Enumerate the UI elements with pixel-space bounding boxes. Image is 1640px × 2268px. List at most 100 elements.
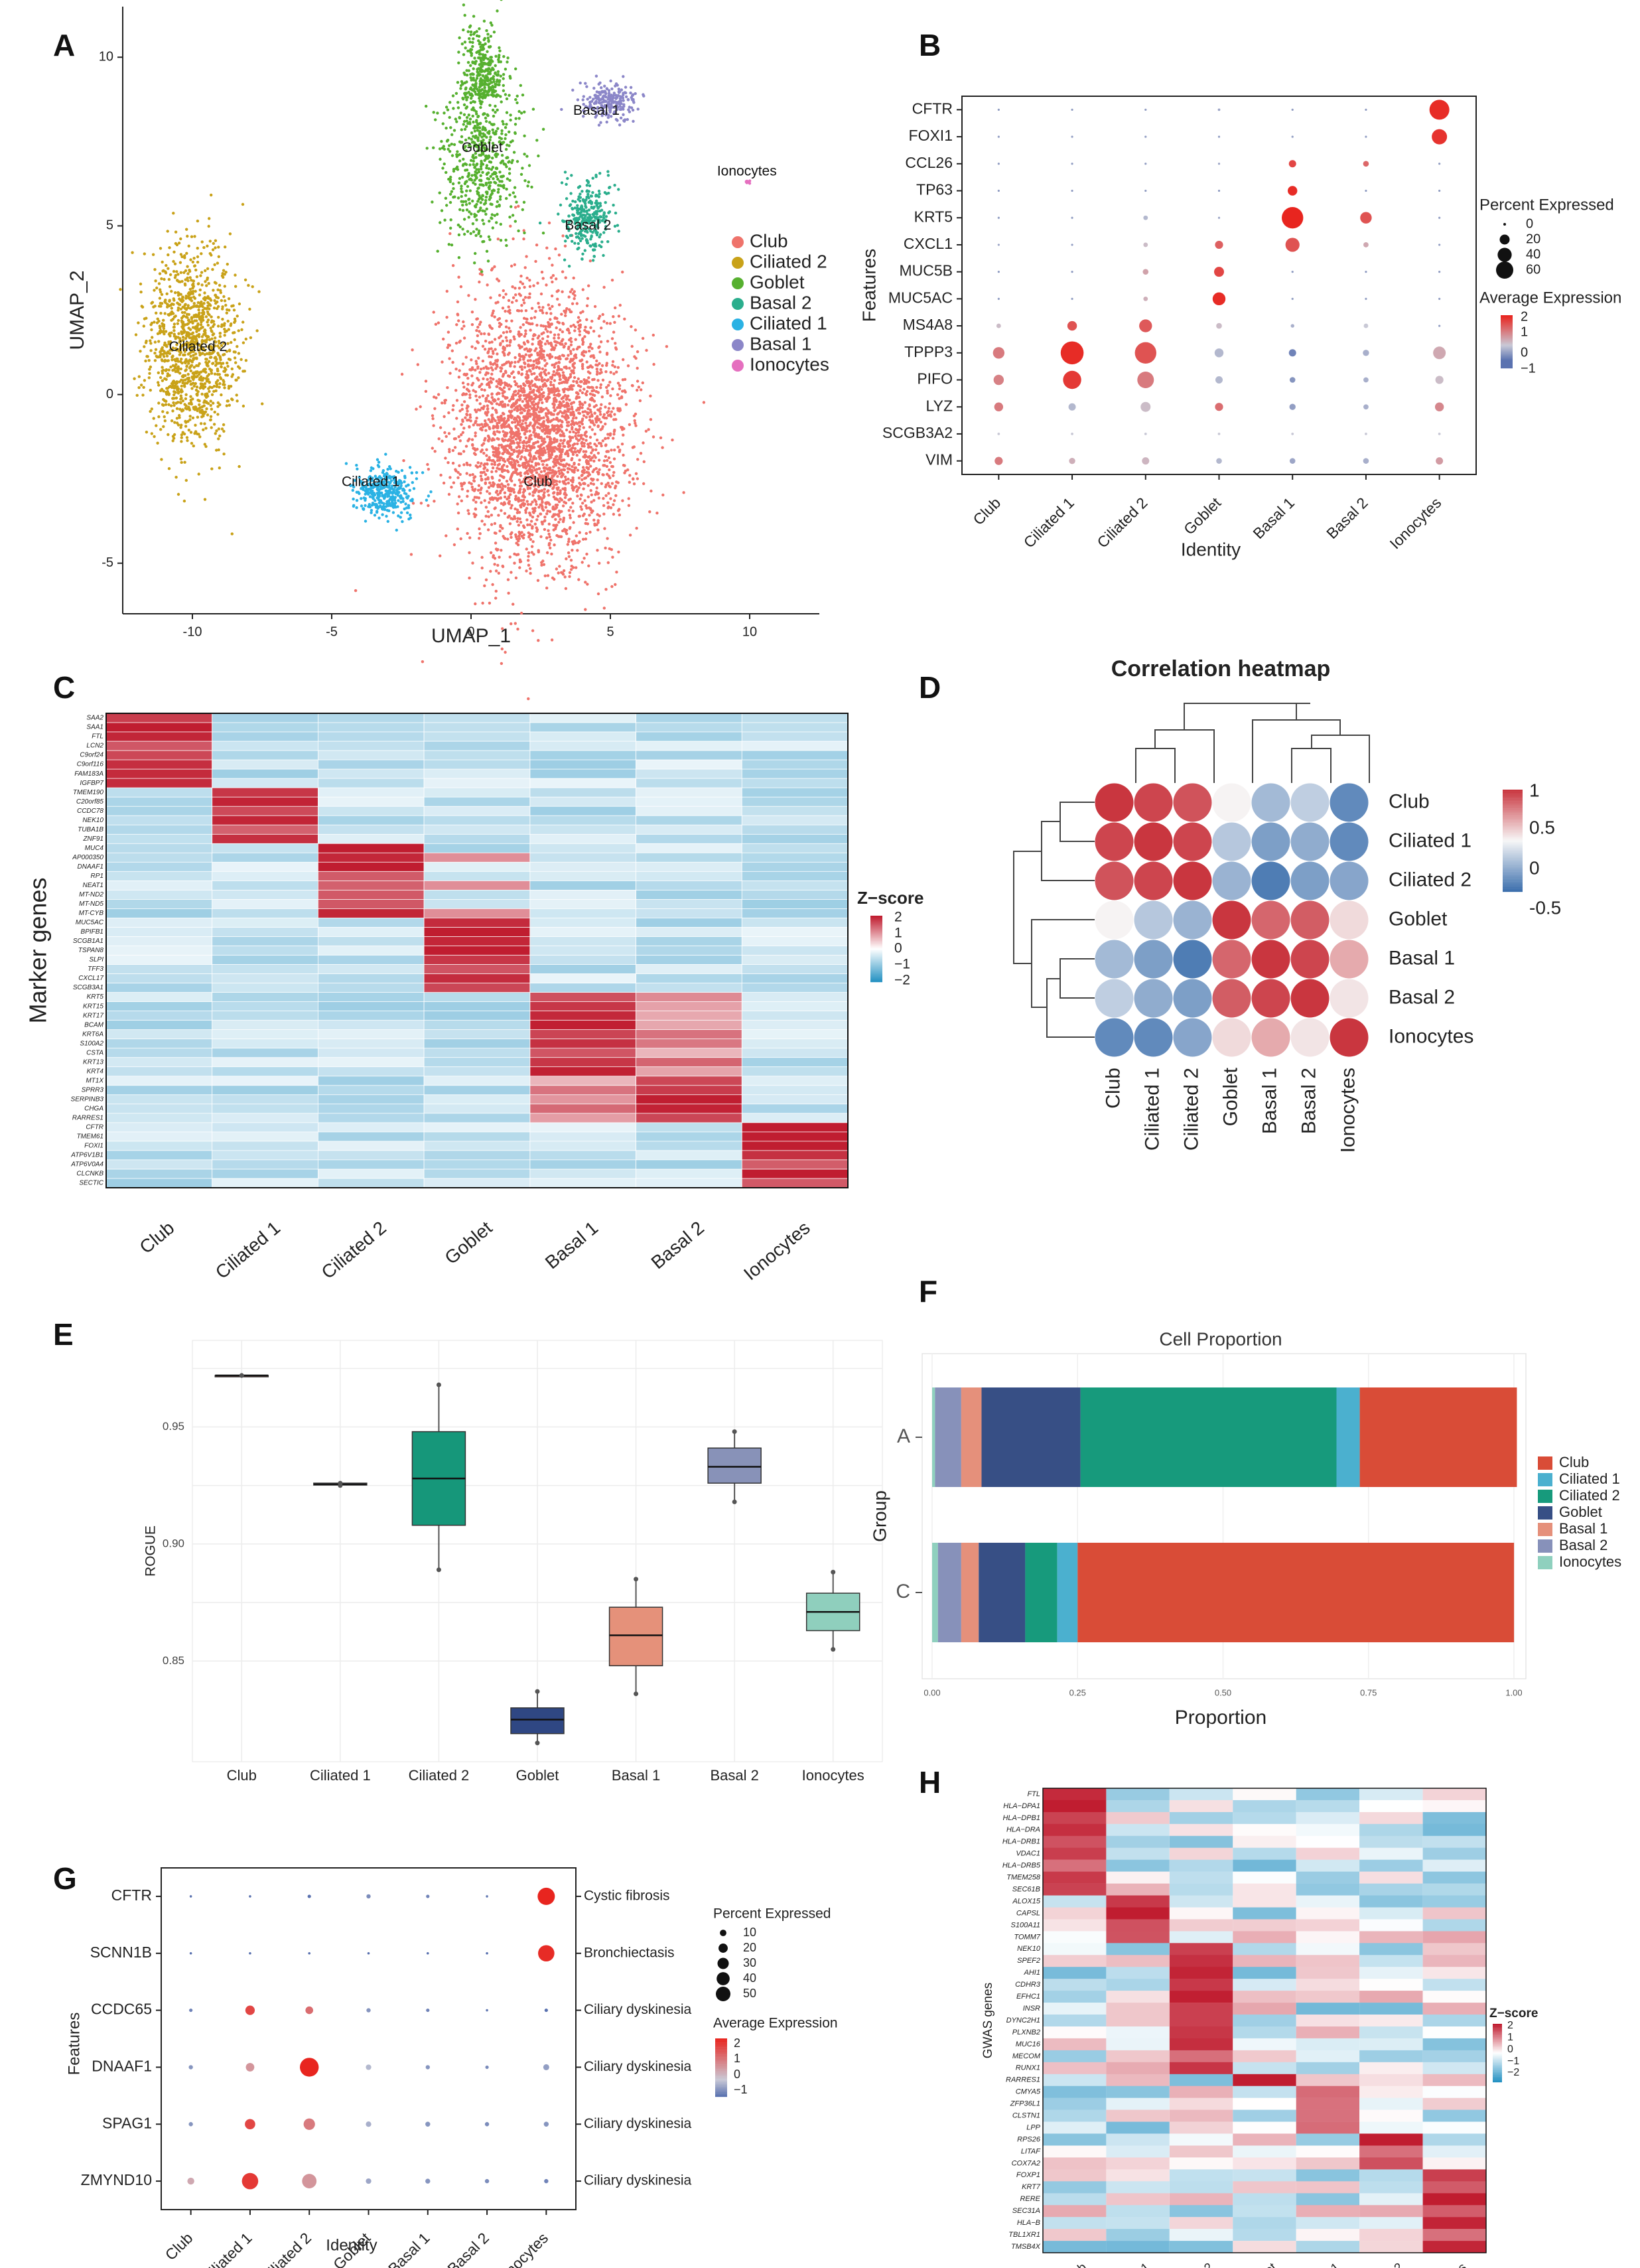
umap-point xyxy=(434,322,438,326)
umap-point xyxy=(173,381,176,384)
umap-point xyxy=(207,387,210,390)
umap-point xyxy=(599,368,602,372)
umap-point xyxy=(150,328,153,332)
umap-point xyxy=(454,368,458,371)
umap-point xyxy=(468,37,471,40)
umap-point xyxy=(521,425,525,429)
umap-point xyxy=(451,449,455,453)
umap-point xyxy=(550,446,553,449)
umap-point xyxy=(462,392,465,395)
umap-point xyxy=(419,405,422,409)
umap-point xyxy=(528,296,531,299)
umap-point xyxy=(196,255,200,259)
umap-point xyxy=(554,497,558,500)
umap-point xyxy=(218,283,222,287)
umap-point xyxy=(456,313,460,317)
umap-point xyxy=(188,418,192,421)
umap-point xyxy=(560,498,563,502)
y-tick-label: 0 xyxy=(106,387,113,401)
umap-point xyxy=(541,353,545,357)
umap-point xyxy=(153,340,157,344)
umap-point xyxy=(539,373,543,377)
umap-point xyxy=(528,492,531,496)
umap-point xyxy=(513,421,517,424)
umap-point xyxy=(604,444,608,447)
umap-point xyxy=(577,384,581,388)
umap-point xyxy=(523,393,527,397)
umap-point xyxy=(597,317,600,320)
umap-point xyxy=(508,555,512,559)
umap-point xyxy=(540,489,544,492)
umap-point xyxy=(555,567,559,571)
umap-point xyxy=(175,243,179,247)
umap-point xyxy=(529,328,532,332)
umap-point xyxy=(586,443,590,446)
umap-point xyxy=(553,396,557,399)
umap-point xyxy=(594,493,597,496)
umap-point xyxy=(495,402,499,405)
umap-point xyxy=(427,468,431,471)
umap-point xyxy=(634,472,638,475)
umap-point xyxy=(600,371,603,374)
umap-point xyxy=(223,383,226,386)
umap-point xyxy=(572,323,575,327)
umap-point xyxy=(586,495,590,498)
umap-point xyxy=(176,301,179,305)
umap-point xyxy=(551,424,554,427)
umap-point xyxy=(480,443,484,447)
umap-point xyxy=(496,430,499,433)
umap-point xyxy=(483,439,486,442)
umap-point xyxy=(514,494,517,498)
umap-point xyxy=(198,317,202,321)
umap-point xyxy=(217,427,220,431)
umap-point xyxy=(157,371,160,374)
umap-point xyxy=(216,369,220,373)
umap-point xyxy=(613,413,616,416)
umap-point xyxy=(484,198,488,202)
umap-point xyxy=(184,307,188,311)
umap-point xyxy=(441,167,444,170)
umap-point xyxy=(203,296,206,299)
umap-point xyxy=(493,433,497,436)
umap-point xyxy=(500,414,503,418)
umap-point xyxy=(493,461,496,464)
umap-point xyxy=(216,379,220,382)
umap-point xyxy=(578,400,582,403)
umap-point xyxy=(189,395,192,398)
umap-point xyxy=(576,442,579,445)
umap-point xyxy=(451,461,455,465)
umap-point xyxy=(494,181,498,184)
umap-point xyxy=(589,508,592,512)
umap-point xyxy=(578,514,581,518)
umap-point xyxy=(545,407,548,410)
umap-point xyxy=(460,200,463,203)
umap-point xyxy=(616,393,620,396)
umap-point xyxy=(523,334,526,338)
umap-point xyxy=(479,320,482,324)
umap-point xyxy=(159,352,163,356)
umap-point xyxy=(541,522,544,526)
umap-point xyxy=(182,499,186,503)
umap-point xyxy=(640,388,643,391)
umap-point xyxy=(476,325,480,329)
umap-point xyxy=(517,478,521,482)
umap-point xyxy=(461,96,464,100)
umap-point xyxy=(238,302,241,306)
umap-point xyxy=(501,438,504,441)
umap-point xyxy=(579,406,582,409)
umap-point xyxy=(599,428,602,431)
umap-point xyxy=(474,421,477,425)
umap-point xyxy=(557,571,560,575)
umap-point xyxy=(508,522,512,526)
umap-point xyxy=(555,431,558,435)
umap-point xyxy=(591,470,594,474)
umap-point xyxy=(467,137,471,140)
umap-point xyxy=(425,147,429,150)
umap-point xyxy=(515,450,519,453)
cluster-label: Club xyxy=(523,474,552,489)
umap-point xyxy=(551,576,555,580)
panel-a-umap: -10 -5 0 5 10-50510UMAP_1UMAP_2ClubCiliated … xyxy=(66,0,829,701)
umap-point xyxy=(552,405,555,409)
umap-point xyxy=(402,459,405,462)
umap-point xyxy=(520,368,524,371)
